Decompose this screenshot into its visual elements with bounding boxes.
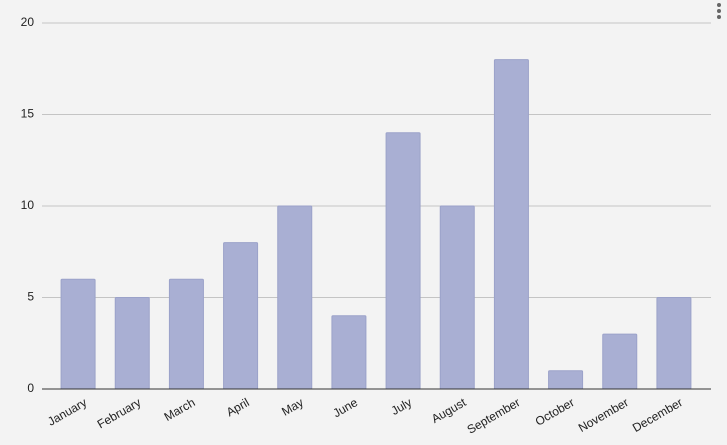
menu-dot	[717, 15, 721, 19]
bar	[331, 315, 367, 390]
y-tick-label: 20	[21, 15, 35, 29]
bar	[493, 59, 529, 390]
bar	[60, 278, 96, 390]
menu-dot	[717, 3, 721, 7]
y-tick-label: 15	[21, 107, 35, 121]
bar	[602, 333, 638, 390]
bar	[277, 205, 313, 390]
bar	[168, 278, 204, 390]
y-tick-label: 10	[21, 198, 35, 212]
menu-icon[interactable]	[717, 3, 721, 19]
y-tick-label: 5	[27, 290, 34, 304]
bar	[385, 132, 421, 390]
bar	[548, 370, 584, 390]
bar	[223, 242, 259, 390]
bar	[439, 205, 475, 390]
bar	[656, 297, 692, 390]
menu-dot	[717, 9, 721, 13]
bar	[114, 297, 150, 390]
y-tick-label: 0	[27, 381, 34, 395]
